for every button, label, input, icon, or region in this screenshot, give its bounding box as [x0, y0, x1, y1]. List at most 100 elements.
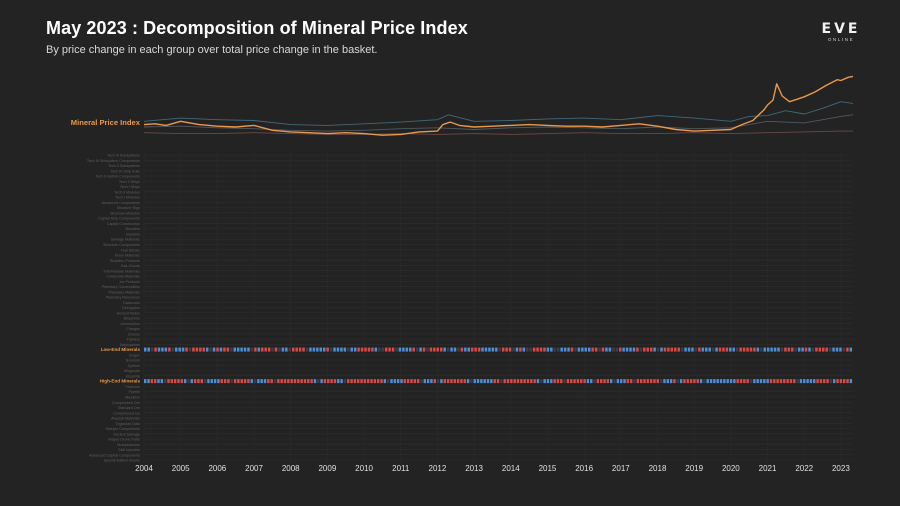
heatmap-cell: [584, 347, 588, 352]
heatmap-cell: [270, 379, 273, 384]
row-label: Mexallon: [125, 395, 140, 399]
year-tick-label: 2020: [722, 464, 740, 473]
heatmap-cell: [536, 379, 540, 384]
heatmap-cell: [247, 379, 250, 384]
heatmap-cell: [746, 379, 749, 384]
heatmap-cell: [173, 379, 177, 384]
heatmap-cell: [715, 347, 718, 352]
heatmap-cell: [406, 379, 410, 384]
heatmap-cell: [280, 379, 283, 384]
heatmap-cell: [646, 379, 650, 384]
heatmap-cell: [347, 379, 350, 384]
heatmap-cell: [195, 347, 199, 352]
heatmap-cell: [742, 347, 746, 352]
heatmap-cell: [391, 347, 395, 352]
heatmap-cell: [357, 379, 360, 384]
heatmap-cell: [735, 347, 739, 352]
heatmap-cell: [663, 347, 667, 352]
heatmap-cell: [540, 379, 543, 384]
heatmap-cell: [818, 347, 822, 352]
heatmap-cell: [253, 379, 257, 384]
heatmap-cell: [787, 347, 791, 352]
heatmap-cell: [157, 347, 161, 352]
heatmap-cell: [292, 347, 295, 352]
heatmap-cell: [557, 347, 560, 352]
heatmap-cell: [576, 379, 580, 384]
heatmap-cell: [285, 347, 288, 352]
heatmap-cell: [199, 347, 202, 352]
heatmap-cell: [273, 379, 277, 384]
heatmap-cell: [843, 379, 846, 384]
heatmap-cell: [606, 379, 610, 384]
heatmap-cell: [832, 347, 835, 352]
chart-title: May 2023 : Decomposition of Mineral Pric…: [46, 18, 468, 38]
heatmap-cell: [171, 347, 175, 352]
heatmap-cell: [629, 347, 632, 352]
heatmap-cell: [743, 379, 746, 384]
heatmap-cell: [793, 379, 796, 384]
row-label: Ancient Relics: [117, 311, 141, 315]
heatmap-cell: [811, 347, 815, 352]
row-label: Skill Injectors: [118, 448, 140, 452]
eve-online-logo: EVE ONLINE: [818, 22, 864, 42]
heatmap-cell: [317, 379, 320, 384]
heatmap-cell: [803, 379, 806, 384]
heatmap-cell: [829, 379, 833, 384]
heatmap-cell: [313, 379, 317, 384]
heatmap-cell: [212, 347, 216, 352]
index-line-label: Mineral Price Index: [71, 118, 141, 127]
heatmap-cell: [593, 379, 596, 384]
row-label: Tritanium: [125, 385, 140, 389]
heatmap-cell: [226, 347, 230, 352]
heatmap-cell: [470, 379, 473, 384]
heatmap-cell: [623, 379, 626, 384]
heatmap-cell: [846, 379, 849, 384]
heatmap-cell: [193, 379, 197, 384]
row-label: Structure Components: [103, 243, 140, 247]
heatmap-cell: [398, 347, 402, 352]
heatmap-cell: [261, 347, 264, 352]
heatmap-cell: [460, 347, 464, 352]
heatmap-cell: [147, 347, 150, 352]
heatmap-cell: [786, 379, 789, 384]
heatmap-cell: [295, 347, 298, 352]
heatmap-cell: [457, 347, 460, 352]
row-label: Mutaplasmids: [117, 443, 140, 447]
row-label: Tech III Subsystems: [107, 154, 140, 158]
heatmap-cell: [460, 379, 463, 384]
heatmap-cell: [506, 379, 510, 384]
heatmap-cell: [185, 347, 188, 352]
heatmap-cell: [749, 379, 753, 384]
heatmap-cell: [322, 347, 326, 352]
heatmap-cell: [763, 347, 766, 352]
heatmap-cell: [550, 379, 553, 384]
heatmap-cell: [287, 379, 290, 384]
heatmap-cell: [799, 379, 803, 384]
heatmap-cell: [310, 379, 313, 384]
row-label: Tech III Subsystem Components: [87, 159, 140, 163]
heatmap-cell: [823, 379, 826, 384]
heatmap-cell: [536, 347, 539, 352]
heatmap-cell: [377, 379, 380, 384]
heatmap-cell: [826, 379, 829, 384]
price-lines: [143, 75, 854, 136]
heatmap-cell: [323, 379, 327, 384]
heatmap-cell: [716, 379, 719, 384]
row-label: Abyssal Materials: [111, 417, 140, 421]
heatmap-cell: [766, 347, 770, 352]
heatmap-cell: [766, 379, 769, 384]
heatmap-cell: [316, 347, 319, 352]
heatmap-cell: [388, 347, 391, 352]
heatmap-cell: [667, 347, 670, 352]
heatmap-cell: [336, 347, 340, 352]
row-label: Tech II Hybrid Components: [96, 175, 141, 179]
heatmap-cell: [801, 347, 804, 352]
row-label: Ammunition: [121, 322, 140, 326]
heatmap-cell: [326, 347, 329, 352]
heatmap-cell: [615, 347, 618, 352]
heatmap-cell: [633, 379, 636, 384]
row-label: Special Edition Assets: [104, 459, 140, 463]
heatmap-cell: [815, 347, 818, 352]
heatmap-cell: [203, 379, 207, 384]
